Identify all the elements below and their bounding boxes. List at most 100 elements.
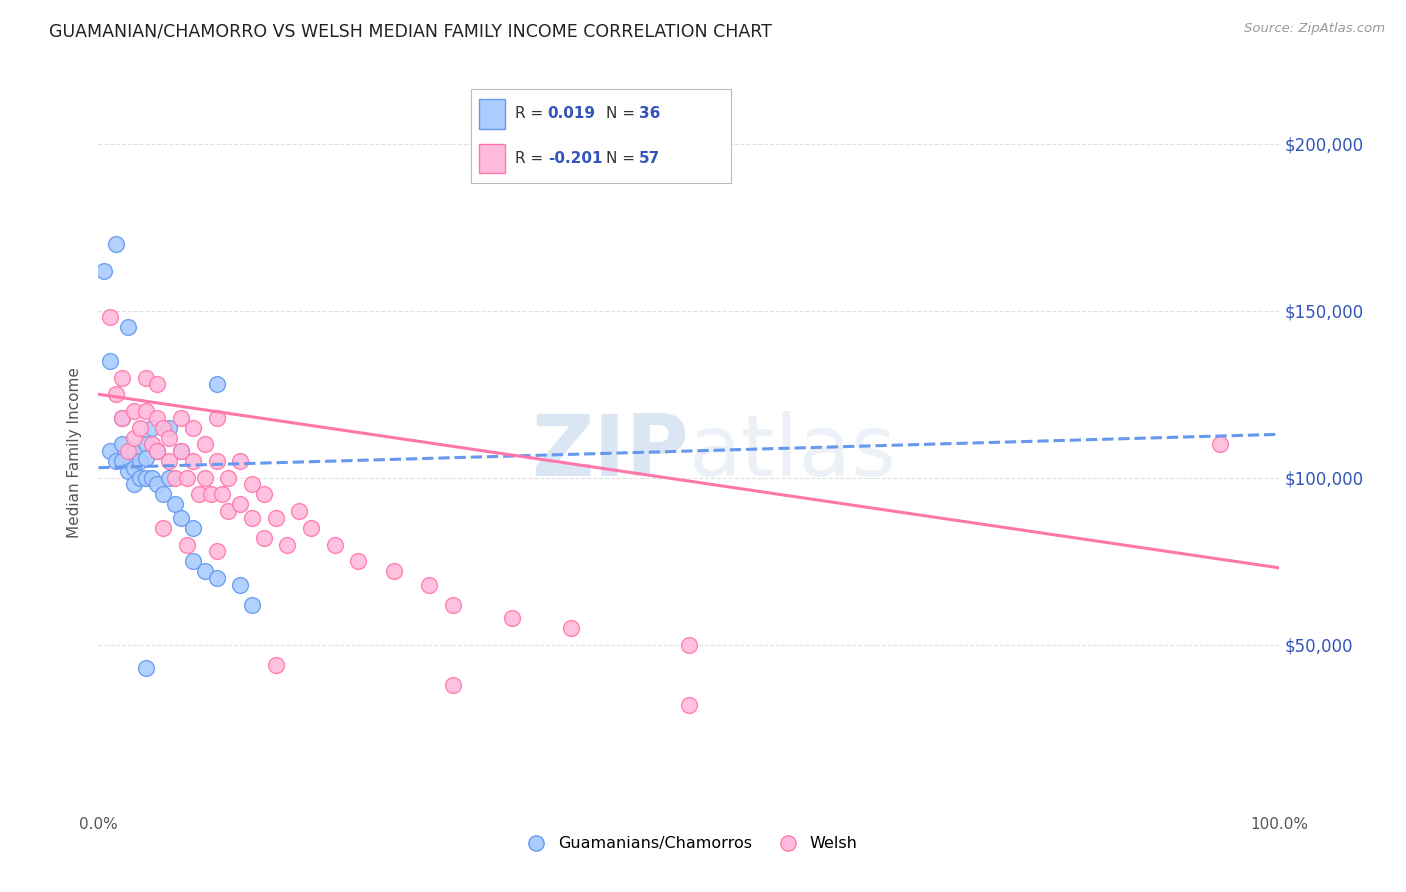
Point — [122, 431, 145, 445]
Point — [264, 657, 287, 672]
Point — [128, 420, 150, 434]
Point — [176, 471, 198, 485]
Point — [678, 638, 700, 652]
Point — [111, 410, 134, 425]
Point — [93, 263, 115, 277]
Point — [170, 444, 193, 458]
Point — [105, 236, 128, 251]
Point — [205, 571, 228, 585]
Point — [229, 498, 252, 512]
Point — [187, 487, 209, 501]
Point — [253, 487, 276, 501]
Point — [181, 454, 204, 468]
Point — [111, 410, 134, 425]
Point — [229, 454, 252, 468]
Point — [170, 444, 193, 458]
Point — [276, 537, 298, 551]
Point — [240, 477, 263, 491]
Point — [194, 437, 217, 451]
Text: atlas: atlas — [689, 411, 897, 494]
Point — [98, 354, 121, 368]
Text: N =: N = — [606, 151, 640, 166]
Point — [141, 471, 163, 485]
Point — [135, 370, 157, 384]
Point — [146, 444, 169, 458]
Point — [98, 444, 121, 458]
Point — [418, 577, 440, 591]
Point — [135, 404, 157, 418]
Point — [141, 420, 163, 434]
Text: Source: ZipAtlas.com: Source: ZipAtlas.com — [1244, 22, 1385, 36]
Point — [1209, 437, 1232, 451]
Point — [217, 504, 239, 518]
Point — [152, 521, 174, 535]
Point — [165, 498, 187, 512]
Point — [146, 477, 169, 491]
Point — [678, 698, 700, 712]
Text: 0.019: 0.019 — [548, 106, 596, 121]
Point — [229, 577, 252, 591]
Point — [135, 661, 157, 675]
Y-axis label: Median Family Income: Median Family Income — [67, 368, 83, 538]
Point — [211, 487, 233, 501]
Point — [501, 611, 523, 625]
Text: R =: R = — [515, 151, 548, 166]
Point — [152, 487, 174, 501]
Point — [141, 437, 163, 451]
Point — [135, 471, 157, 485]
Text: 36: 36 — [638, 106, 661, 121]
Text: N =: N = — [606, 106, 640, 121]
Point — [205, 410, 228, 425]
Point — [194, 471, 217, 485]
Point — [146, 377, 169, 392]
Point — [170, 410, 193, 425]
Point — [146, 410, 169, 425]
Point — [347, 554, 370, 568]
Point — [205, 454, 228, 468]
Point — [240, 511, 263, 525]
Point — [135, 437, 157, 451]
Point — [152, 420, 174, 434]
Point — [264, 511, 287, 525]
Point — [128, 471, 150, 485]
Point — [441, 598, 464, 612]
Point — [146, 444, 169, 458]
Point — [288, 504, 311, 518]
Point — [205, 544, 228, 558]
Point — [157, 454, 180, 468]
Point — [170, 511, 193, 525]
Point — [205, 377, 228, 392]
Legend: Guamanians/Chamorros, Welsh: Guamanians/Chamorros, Welsh — [513, 830, 865, 857]
Point — [117, 444, 139, 458]
Text: 57: 57 — [638, 151, 659, 166]
Point — [111, 370, 134, 384]
Point — [111, 454, 134, 468]
Point — [122, 460, 145, 475]
FancyBboxPatch shape — [479, 144, 505, 173]
Point — [323, 537, 346, 551]
Point — [441, 678, 464, 692]
Point — [217, 471, 239, 485]
Point — [157, 471, 180, 485]
Point — [299, 521, 322, 535]
Point — [560, 621, 582, 635]
Point — [105, 387, 128, 401]
Point — [181, 521, 204, 535]
Point — [117, 464, 139, 478]
Text: ZIP: ZIP — [531, 411, 689, 494]
Point — [111, 437, 134, 451]
Point — [200, 487, 222, 501]
Point — [165, 471, 187, 485]
Point — [181, 554, 204, 568]
Point — [122, 444, 145, 458]
Point — [176, 537, 198, 551]
Point — [240, 598, 263, 612]
FancyBboxPatch shape — [479, 98, 505, 128]
Point — [128, 454, 150, 468]
Point — [194, 564, 217, 578]
Point — [122, 404, 145, 418]
Text: R =: R = — [515, 106, 548, 121]
Point — [382, 564, 405, 578]
Text: -0.201: -0.201 — [548, 151, 602, 166]
Point — [135, 450, 157, 465]
